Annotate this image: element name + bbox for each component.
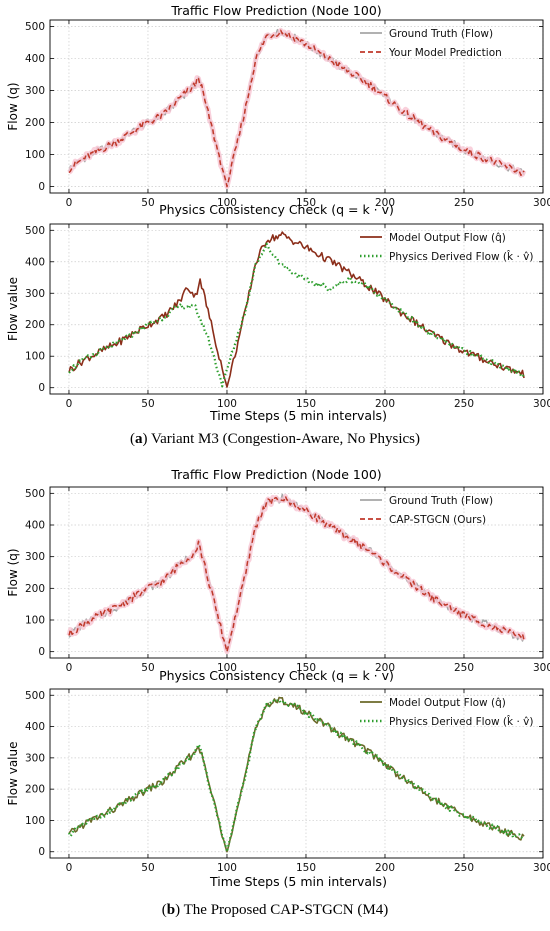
- y-tick-label: 300: [25, 752, 45, 764]
- y-tick-label: 400: [25, 520, 45, 532]
- x-tick-label: 250: [454, 862, 474, 874]
- plot-frame: [49, 223, 544, 395]
- y-tick-label: 200: [25, 117, 45, 129]
- chart-title: Traffic Flow Prediction (Node 100): [170, 3, 381, 18]
- x-tick-label: 50: [141, 398, 154, 410]
- x-tick-label: 300: [533, 398, 550, 410]
- plot-frame: [49, 19, 544, 194]
- x-tick-label: 0: [66, 862, 73, 874]
- x-tick-label: 100: [217, 662, 237, 674]
- x-tick-label: 300: [533, 197, 550, 209]
- caption-letter: a: [135, 431, 143, 447]
- chart-panel-2: 0 50 100 150 200 250 300 0 100 200 300 400 500 Physic…: [6, 202, 550, 423]
- caption-text: The Proposed CAP-STGCN (M4): [180, 902, 388, 918]
- y-tick-label: 0: [38, 382, 45, 394]
- series-line-2: [68, 242, 525, 388]
- plot-frame: [49, 688, 544, 859]
- legend-label: Physics Derived Flow (k̂ · v̂): [389, 715, 533, 728]
- plot-frame: [49, 486, 544, 659]
- series-line-2: [68, 29, 525, 188]
- y-tick-label: 0: [38, 646, 45, 658]
- chart-panel-1: 0 50 100 150 200 250 300 0 100 200 300 400 500 Traffi…: [6, 3, 550, 209]
- y-tick-label: 200: [25, 784, 45, 796]
- y-axis-label: Flow (q): [6, 82, 20, 130]
- x-tick-label: 100: [217, 862, 237, 874]
- x-tick-label: 150: [296, 197, 316, 209]
- x-axis-label: Time Steps (5 min intervals): [209, 408, 387, 423]
- chart-panel-3: 0 50 100 150 200 250 300 0 100 200 300 400 500 Traffi…: [6, 467, 550, 674]
- y-tick-label: 200: [25, 583, 45, 595]
- legend-label: Physics Derived Flow (k̂ · v̂): [389, 250, 533, 263]
- x-tick-label: 100: [217, 197, 237, 209]
- y-tick-label: 200: [25, 319, 45, 331]
- y-tick-label: 400: [25, 721, 45, 733]
- y-axis-label: Flow value: [6, 277, 20, 341]
- y-tick-label: 500: [25, 690, 45, 702]
- x-tick-label: 0: [66, 398, 73, 410]
- x-tick-label: 200: [375, 862, 395, 874]
- y-tick-label: 400: [25, 256, 45, 268]
- y-tick-label: 0: [38, 846, 45, 858]
- x-tick-label: 200: [375, 662, 395, 674]
- x-tick-label: 50: [141, 197, 154, 209]
- series-line-1: [68, 696, 525, 853]
- y-tick-label: 100: [25, 351, 45, 363]
- x-tick-label: 200: [375, 197, 395, 209]
- y-tick-label: 300: [25, 551, 45, 563]
- x-tick-label: 250: [454, 662, 474, 674]
- x-tick-label: 0: [66, 662, 73, 674]
- y-tick-label: 100: [25, 615, 45, 627]
- x-tick-label: 200: [375, 398, 395, 410]
- x-tick-label: 0: [66, 197, 73, 209]
- x-tick-label: 250: [454, 398, 474, 410]
- series-line-2: [68, 495, 525, 653]
- y-tick-label: 100: [25, 149, 45, 161]
- x-tick-label: 50: [141, 862, 154, 874]
- x-tick-label: 300: [533, 862, 550, 874]
- legend-label: Ground Truth (Flow): [389, 28, 493, 40]
- chart-panel-4: 0 50 100 150 200 250 300 0 100 200 300 400 500 Physic…: [6, 668, 550, 889]
- x-axis-label: Time Steps (5 min intervals): [209, 874, 387, 889]
- figure-caption: (b) The Proposed CAP-STGCN (M4): [162, 902, 388, 918]
- chart-title: Traffic Flow Prediction (Node 100): [170, 467, 381, 482]
- caption-text: Variant M3 (Congestion-Aware, No Physics…: [148, 431, 420, 447]
- x-tick-label: 250: [454, 197, 474, 209]
- y-tick-label: 300: [25, 288, 45, 300]
- legend-label: CAP-STGCN (Ours): [389, 514, 486, 526]
- y-tick-label: 400: [25, 53, 45, 65]
- x-tick-label: 100: [217, 398, 237, 410]
- legend-label: Your Model Prediction: [388, 47, 502, 59]
- x-tick-label: 150: [296, 398, 316, 410]
- y-tick-label: 300: [25, 85, 45, 97]
- x-tick-label: 150: [296, 862, 316, 874]
- figure-caption: (a) Variant M3 (Congestion-Aware, No Phy…: [130, 431, 420, 447]
- series-line-2: [67, 698, 525, 853]
- legend-label: Model Output Flow (q̂): [389, 697, 506, 709]
- y-axis-label: Flow (q): [6, 548, 20, 596]
- y-tick-label: 100: [25, 815, 45, 827]
- legend-label: Ground Truth (Flow): [389, 495, 493, 507]
- y-tick-label: 0: [38, 181, 45, 193]
- y-tick-label: 500: [25, 488, 45, 500]
- caption-letter: b: [167, 902, 175, 918]
- y-tick-label: 500: [25, 21, 45, 33]
- chart-title: Physics Consistency Check (q = k · v): [159, 202, 394, 217]
- chart-title: Physics Consistency Check (q = k · v): [159, 668, 394, 683]
- y-axis-label: Flow value: [6, 742, 20, 806]
- x-tick-label: 300: [533, 662, 550, 674]
- legend-label: Model Output Flow (q̂): [389, 232, 506, 244]
- x-tick-label: 150: [296, 662, 316, 674]
- x-tick-label: 50: [141, 662, 154, 674]
- y-tick-label: 500: [25, 225, 45, 237]
